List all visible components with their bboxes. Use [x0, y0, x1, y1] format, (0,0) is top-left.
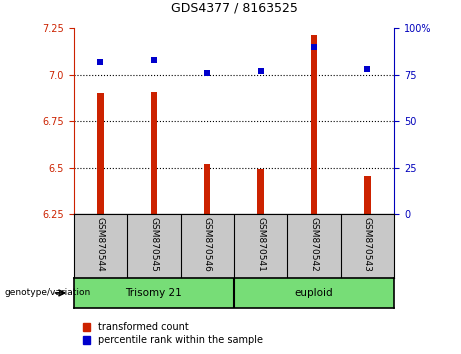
Point: [310, 44, 318, 50]
Text: genotype/variation: genotype/variation: [5, 289, 91, 297]
Text: GDS4377 / 8163525: GDS4377 / 8163525: [171, 1, 297, 14]
Point: [150, 57, 158, 63]
Text: euploid: euploid: [295, 288, 333, 298]
Bar: [311, 35, 317, 214]
Text: GSM870546: GSM870546: [203, 217, 212, 272]
Point: [204, 70, 211, 76]
Point: [257, 68, 264, 74]
Bar: [151, 91, 157, 214]
Point: [364, 67, 371, 72]
Text: GSM870545: GSM870545: [149, 217, 159, 272]
Point: [97, 59, 104, 65]
Text: GSM870544: GSM870544: [96, 217, 105, 272]
Legend: transformed count, percentile rank within the sample: transformed count, percentile rank withi…: [79, 319, 267, 349]
Bar: [97, 93, 104, 214]
Text: GSM870542: GSM870542: [309, 217, 319, 272]
Text: GSM870541: GSM870541: [256, 217, 265, 272]
Bar: [364, 176, 371, 214]
Text: GSM870543: GSM870543: [363, 217, 372, 272]
Bar: [257, 169, 264, 214]
Bar: [204, 164, 211, 214]
Text: Trisomy 21: Trisomy 21: [125, 288, 182, 298]
